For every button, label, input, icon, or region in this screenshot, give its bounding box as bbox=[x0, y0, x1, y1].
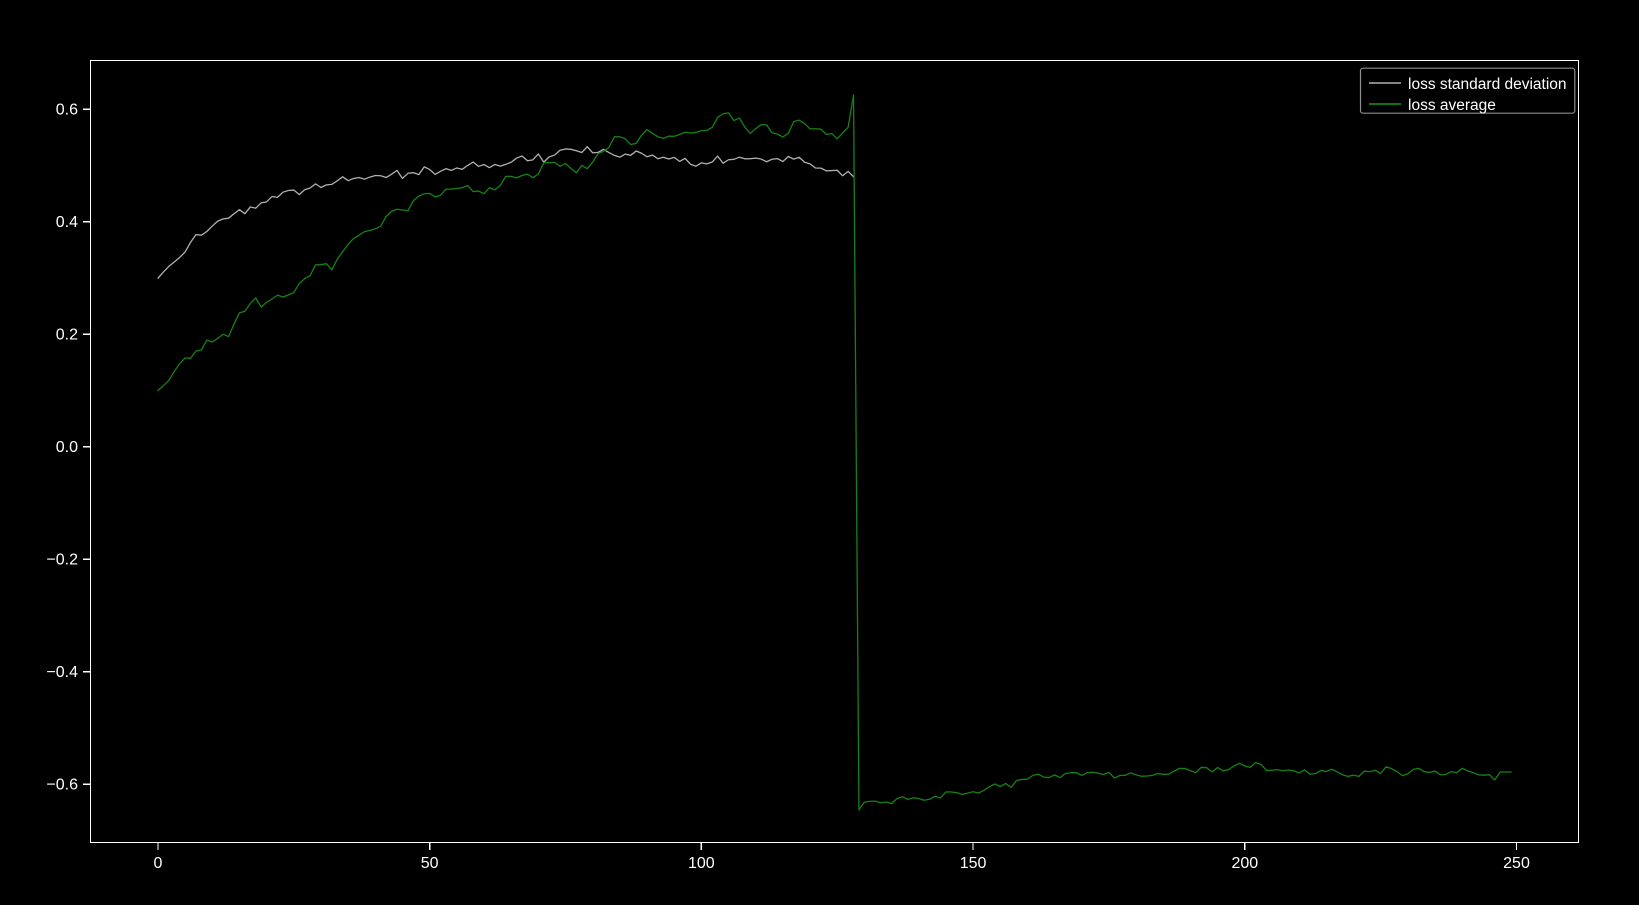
svg-text:0: 0 bbox=[153, 855, 162, 872]
svg-text:150: 150 bbox=[960, 855, 987, 872]
svg-text:250: 250 bbox=[1503, 855, 1530, 872]
svg-text:−0.2: −0.2 bbox=[46, 552, 78, 569]
svg-text:−0.4: −0.4 bbox=[46, 664, 78, 681]
svg-text:loss standard deviation: loss standard deviation bbox=[1408, 76, 1567, 93]
svg-text:0.0: 0.0 bbox=[56, 439, 78, 456]
svg-text:loss average: loss average bbox=[1408, 97, 1496, 114]
svg-text:0.4: 0.4 bbox=[56, 214, 78, 231]
svg-text:0.2: 0.2 bbox=[56, 327, 78, 344]
svg-text:50: 50 bbox=[421, 855, 439, 872]
svg-text:200: 200 bbox=[1231, 855, 1258, 872]
svg-text:0.6: 0.6 bbox=[56, 102, 78, 119]
svg-text:−0.6: −0.6 bbox=[46, 777, 78, 794]
svg-text:100: 100 bbox=[688, 855, 715, 872]
